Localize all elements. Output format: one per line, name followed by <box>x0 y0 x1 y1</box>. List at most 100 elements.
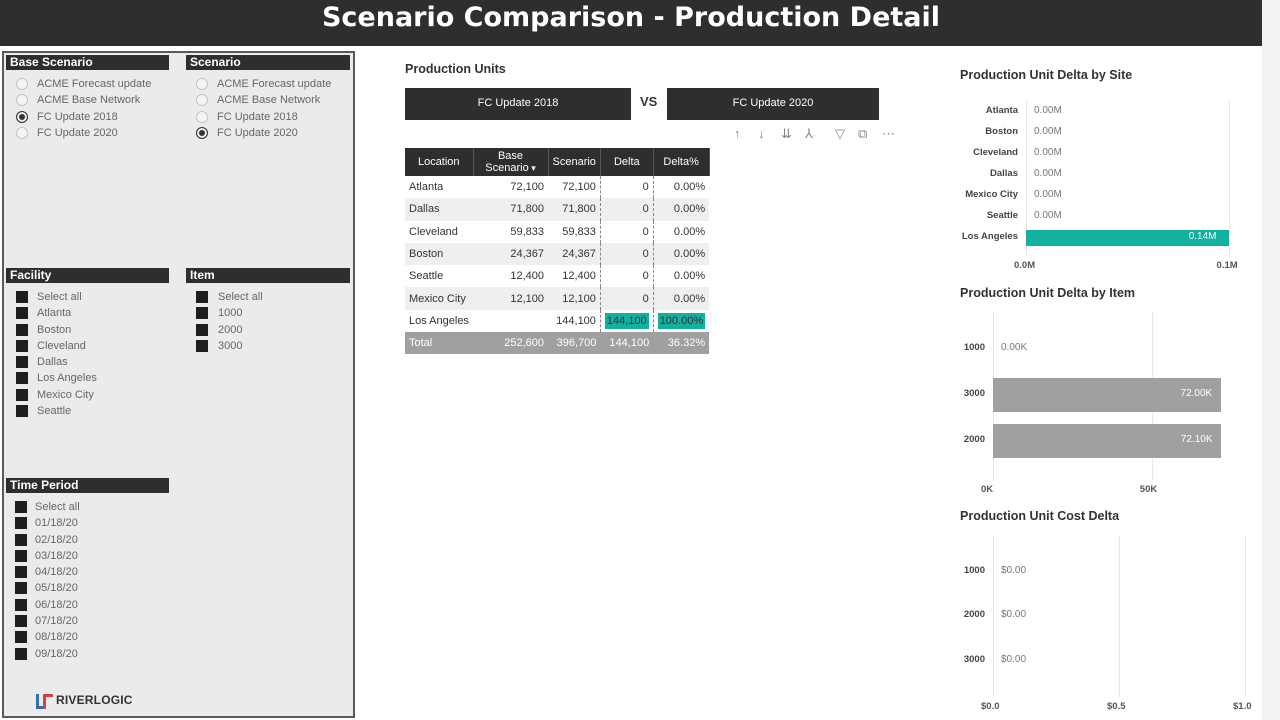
radio-option[interactable]: FC Update 2020 <box>6 125 169 141</box>
more-options-icon[interactable]: ⋯ <box>882 126 895 141</box>
table-cell: 0.00% <box>652 220 710 243</box>
arrow-down-icon[interactable]: ↓ <box>758 126 765 141</box>
radio-button[interactable] <box>16 78 28 90</box>
checkbox-option[interactable]: Select all <box>6 289 169 305</box>
radio-label: ACME Base Network <box>37 94 141 107</box>
checkbox-option[interactable]: Dallas <box>6 354 169 370</box>
radio-button[interactable] <box>196 110 208 123</box>
checkbox[interactable] <box>15 631 27 644</box>
checkbox[interactable] <box>16 339 28 352</box>
checkbox[interactable] <box>196 307 208 320</box>
radio-label: FC Update 2020 <box>217 126 298 139</box>
cost-delta-chart-title: Production Unit Cost Delta <box>960 509 1120 523</box>
table-cell: Atlanta <box>409 181 444 194</box>
radio-option[interactable]: FC Update 2020 <box>186 125 350 141</box>
slicer-heading: Base Scenario <box>6 55 169 70</box>
radio-option[interactable]: ACME Forecast update <box>6 76 169 92</box>
checkbox[interactable] <box>196 323 208 336</box>
scenario-slicer: Scenario ACME Forecast update ACME Base N… <box>186 55 350 141</box>
checkbox-option[interactable]: 03/18/20 <box>6 548 169 564</box>
expand-hierarchy-icon[interactable]: ⅄ <box>805 126 813 141</box>
bar[interactable] <box>993 378 1221 412</box>
checkbox[interactable] <box>196 291 208 303</box>
radio-button[interactable] <box>196 78 208 90</box>
checkbox-option[interactable]: 02/18/20 <box>6 532 169 548</box>
data-label: $0.00 <box>1001 565 1027 576</box>
bar[interactable] <box>1026 230 1229 246</box>
checkbox-option[interactable]: Boston <box>6 322 169 338</box>
checkbox-option[interactable]: 1000 <box>186 305 350 321</box>
checkbox-option[interactable]: Atlanta <box>6 305 169 321</box>
checkbox-option[interactable]: Cleveland <box>6 338 169 354</box>
checkbox-option[interactable]: 06/18/20 <box>6 597 169 613</box>
double-arrow-down-icon[interactable]: ⇊ <box>781 126 792 141</box>
checkbox[interactable] <box>16 356 28 369</box>
checkbox-option[interactable]: Mexico City <box>6 387 169 403</box>
checkbox-option[interactable]: 01/18/20 <box>6 515 169 531</box>
column-header[interactable]: Delta% <box>653 148 710 176</box>
gridline <box>1245 535 1246 697</box>
filter-icon[interactable]: ▽ <box>835 126 845 141</box>
table-cell: Los Angeles <box>409 314 469 327</box>
radio-button[interactable] <box>196 126 208 139</box>
column-header[interactable]: Location <box>405 148 474 176</box>
column-header[interactable]: Base Scenario ▾ <box>473 148 549 176</box>
checkbox-option[interactable]: Select all <box>6 499 169 515</box>
checkbox[interactable] <box>16 372 28 385</box>
column-header[interactable]: Delta <box>600 148 654 176</box>
bar[interactable] <box>993 424 1221 458</box>
checkbox[interactable] <box>16 323 28 336</box>
table-cell <box>473 310 548 332</box>
radio-option[interactable]: ACME Forecast update <box>186 76 350 92</box>
checkbox[interactable] <box>16 405 28 418</box>
checkbox-option[interactable]: 04/18/20 <box>6 564 169 580</box>
checkbox[interactable] <box>15 517 27 530</box>
table-row: Los Angeles 144,100 144,100 100.00% <box>405 309 710 333</box>
radio-option[interactable]: FC Update 2018 <box>186 109 350 125</box>
checkbox[interactable] <box>15 598 27 611</box>
radio-button[interactable] <box>16 126 28 139</box>
checkbox-option[interactable]: 09/18/20 <box>6 646 169 662</box>
arrow-up-icon[interactable]: ↑ <box>734 126 741 141</box>
radio-option[interactable]: ACME Base Network <box>186 92 350 108</box>
table-cell: 0 <box>599 287 654 310</box>
table-cell: 100.00% <box>652 309 710 333</box>
checkbox-option[interactable]: Seattle <box>6 403 169 419</box>
checkbox-label: Dallas <box>37 356 68 369</box>
table-cell: 0.00% <box>652 242 710 266</box>
checkbox[interactable] <box>15 582 27 595</box>
checkbox-option[interactable]: Los Angeles <box>6 370 169 386</box>
checkbox-option[interactable]: Select all <box>186 289 350 305</box>
checkbox[interactable] <box>16 307 28 320</box>
x-tick-label: 0K <box>981 484 994 495</box>
checkbox-label: 04/18/20 <box>35 566 78 579</box>
table-cell: 0.00% <box>652 265 710 288</box>
checkbox[interactable] <box>15 501 27 513</box>
radio-button[interactable] <box>196 94 208 107</box>
checkbox-option[interactable]: 08/18/20 <box>6 629 169 645</box>
checkbox-option[interactable]: 3000 <box>186 338 350 354</box>
checkbox[interactable] <box>15 533 27 546</box>
category-label: Mexico City <box>965 189 1018 200</box>
checkbox-option[interactable]: 07/18/20 <box>6 613 169 629</box>
focus-mode-icon[interactable]: ⧉ <box>858 126 868 141</box>
checkbox[interactable] <box>15 647 27 660</box>
checkbox[interactable] <box>15 549 27 562</box>
checkbox-option[interactable]: 05/18/20 <box>6 580 169 596</box>
radio-button[interactable] <box>16 110 28 123</box>
table-cell: 12,400 <box>510 270 544 283</box>
checkbox[interactable] <box>15 615 27 628</box>
data-label: $0.00 <box>1001 654 1027 665</box>
checkbox[interactable] <box>16 388 28 401</box>
radio-option[interactable]: ACME Base Network <box>6 92 169 108</box>
item-slicer: Item Select all 1000 2000 3000 <box>186 268 350 354</box>
checkbox[interactable] <box>16 291 28 303</box>
radio-option[interactable]: FC Update 2018 <box>6 109 169 125</box>
column-header[interactable]: Scenario <box>548 148 601 176</box>
category-label: Boston <box>985 126 1018 137</box>
checkbox-option[interactable]: 2000 <box>186 322 350 338</box>
checkbox[interactable] <box>15 566 27 579</box>
category-label: Atlanta <box>985 105 1018 116</box>
checkbox[interactable] <box>196 339 208 352</box>
radio-button[interactable] <box>16 94 28 107</box>
